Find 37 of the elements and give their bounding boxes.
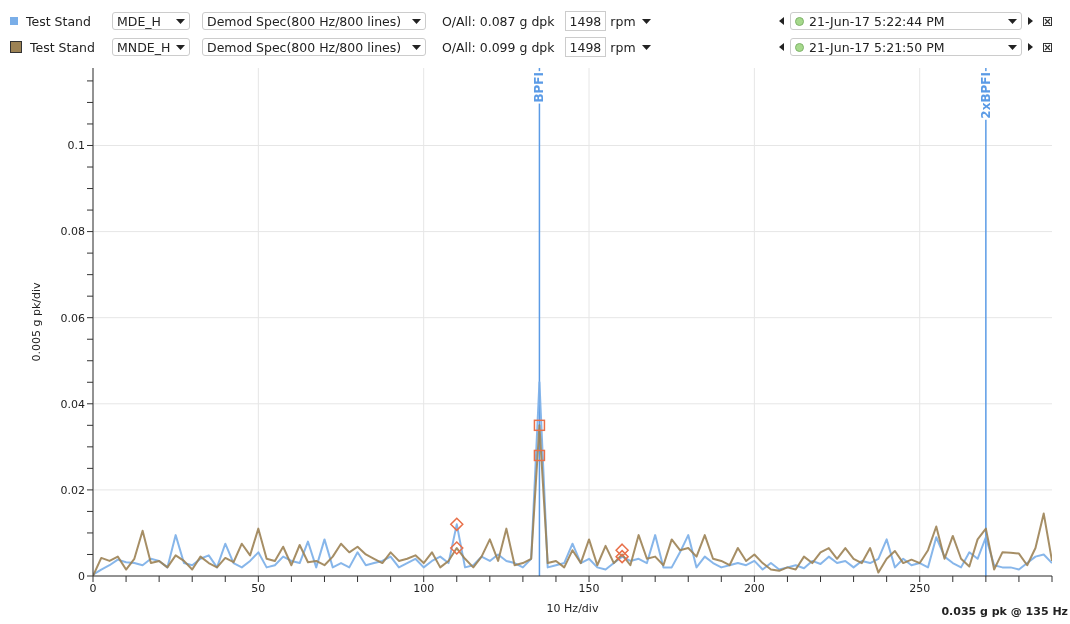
y-axis-title: 0.005 g pk/div xyxy=(29,281,43,362)
y-tick-label: 0.08 xyxy=(60,225,85,239)
y-tick-label: 0.04 xyxy=(60,397,85,411)
text: 0.035 g pk @ 135 Hz xyxy=(941,605,1068,618)
text: rpm xyxy=(610,13,636,29)
point xyxy=(533,419,546,432)
legend-label: Test Stand xyxy=(30,39,95,55)
text: rpm xyxy=(610,39,636,55)
text: O/All: 0.087 g dpk xyxy=(442,13,555,29)
text: MNDE_H xyxy=(117,39,171,55)
x-axis-title: 10 Hz/div xyxy=(546,602,599,615)
text: 1498 xyxy=(564,11,607,31)
text: MDE_H xyxy=(117,13,161,29)
y-tick-label: 0.1 xyxy=(67,139,85,153)
text: 21-Jun-17 5:21:50 PM xyxy=(808,39,945,55)
x-tick-label: 150 xyxy=(578,581,600,595)
x-tick-label: 100 xyxy=(413,581,435,595)
point xyxy=(615,549,629,564)
x-tick-label: 50 xyxy=(251,581,266,595)
text: Demod Spec(800 Hz/800 lines) xyxy=(207,13,402,29)
point xyxy=(533,449,546,462)
text: 1498 xyxy=(564,37,607,57)
x-tick-label: 200 xyxy=(743,581,765,595)
point xyxy=(615,543,629,557)
x-tick-label: 0 xyxy=(89,581,97,595)
text: Demod Spec(800 Hz/800 lines) xyxy=(207,39,402,55)
y-tick-label: 0 xyxy=(78,569,85,583)
y-tick-label: 0.02 xyxy=(60,483,85,497)
legend-label: Test Stand xyxy=(26,13,91,29)
point xyxy=(450,541,464,555)
ref-line-label: BPFI xyxy=(532,72,547,103)
x-tick-label: 250 xyxy=(909,581,931,595)
ref-line-label: 2xBPFI xyxy=(978,72,993,119)
y-tick-label: 0.06 xyxy=(60,311,85,325)
text: 21-Jun-17 5:22:44 PM xyxy=(808,13,945,29)
text: O/All: 0.099 g dpk xyxy=(442,39,555,55)
point xyxy=(450,517,464,532)
